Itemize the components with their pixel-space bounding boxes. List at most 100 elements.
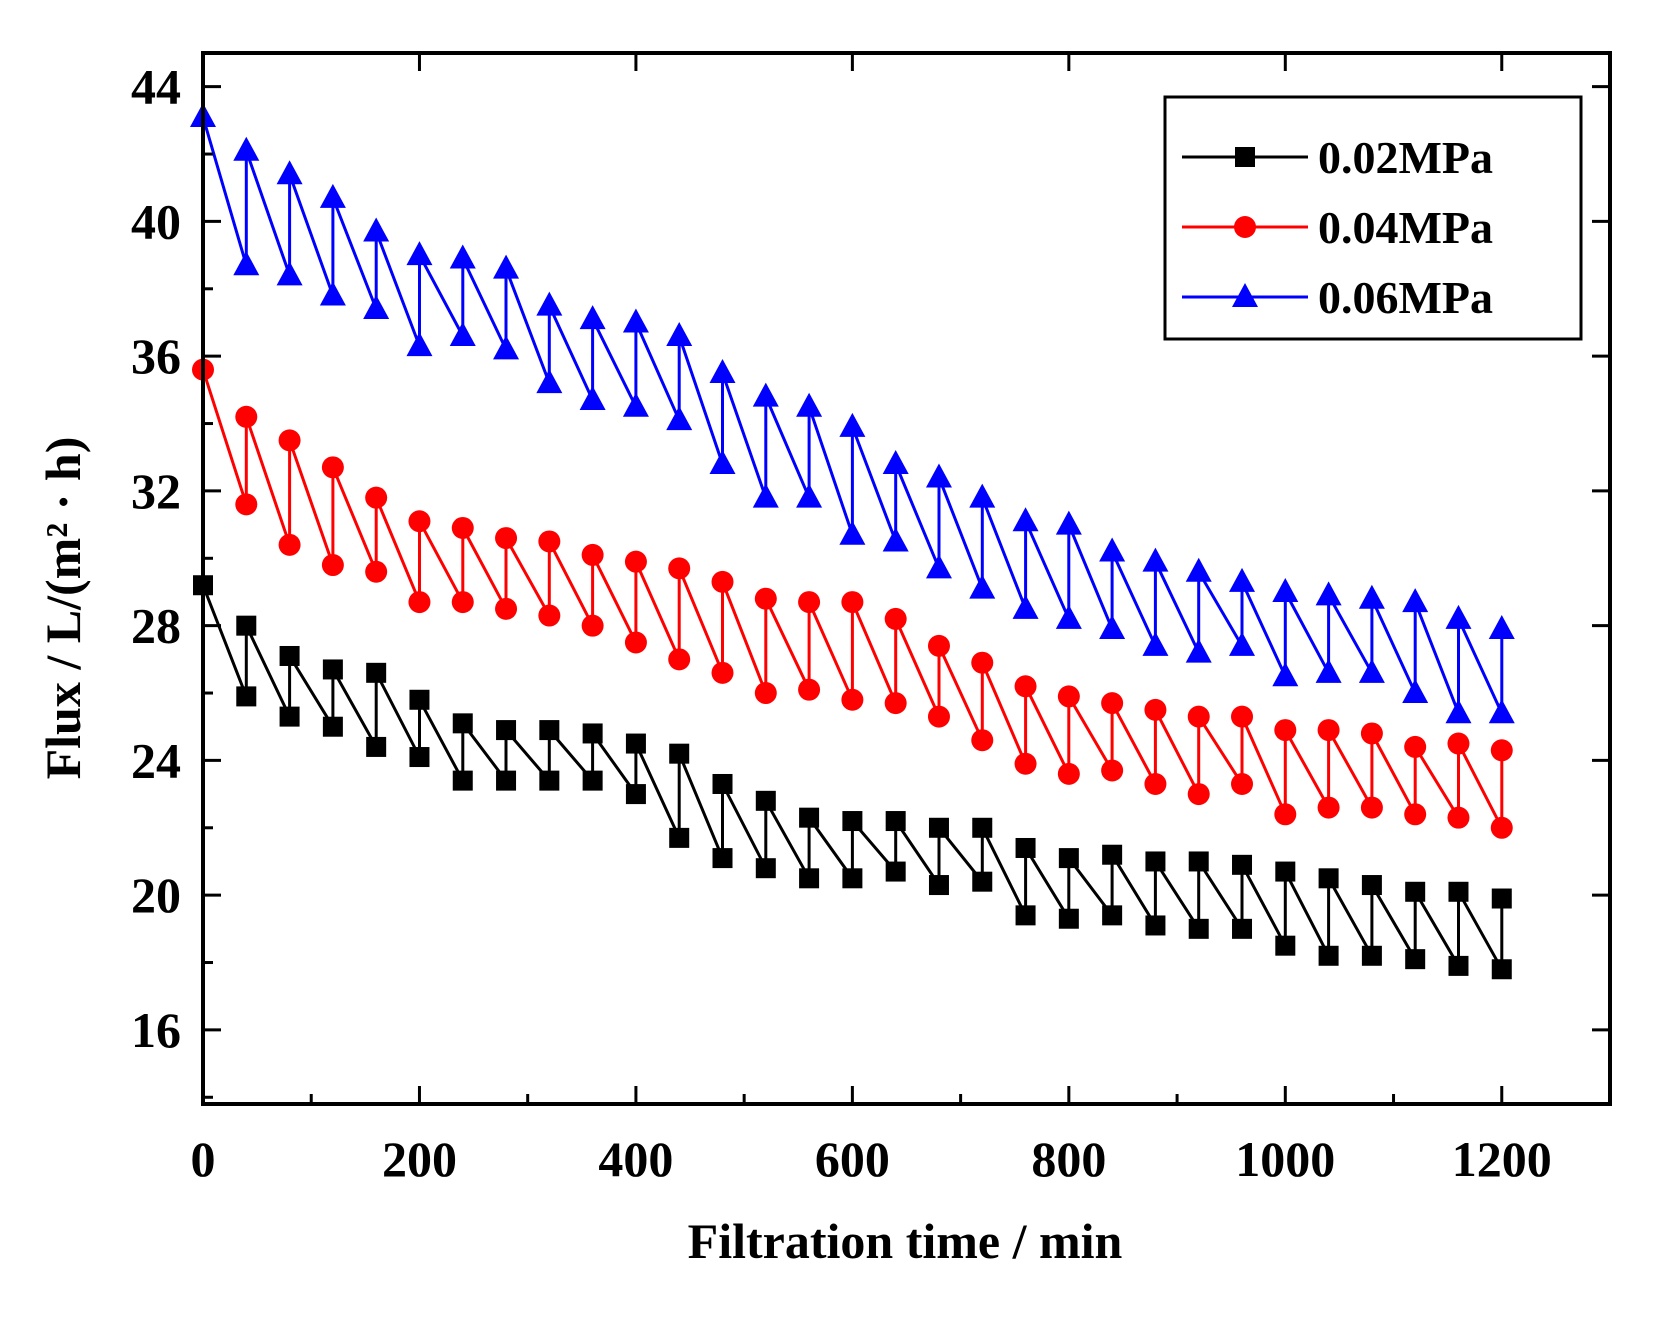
- data-point: [754, 587, 777, 610]
- data-point: [1402, 588, 1429, 613]
- data-point: [236, 686, 257, 707]
- data-point: [1318, 868, 1339, 889]
- data-point: [1142, 547, 1169, 572]
- y-axis-title: Flux / L/(m² · h): [35, 437, 91, 780]
- data-point: [1188, 918, 1209, 939]
- legend-label: 0.04MPa: [1318, 202, 1493, 253]
- data-point: [278, 429, 301, 452]
- data-point: [409, 689, 430, 710]
- legend-marker: [1232, 283, 1258, 307]
- data-point: [322, 716, 343, 737]
- data-point: [668, 557, 691, 580]
- data-point: [1315, 658, 1342, 683]
- data-point: [666, 406, 693, 431]
- data-point: [752, 382, 779, 407]
- data-point: [449, 321, 476, 346]
- data-point: [1229, 631, 1256, 656]
- y-tick-label: 20: [131, 867, 181, 923]
- data-point: [451, 591, 474, 614]
- x-tick-label: 1200: [1452, 1131, 1552, 1187]
- data-point: [276, 160, 303, 185]
- data-point: [1099, 537, 1126, 562]
- data-point: [622, 308, 649, 333]
- data-point: [885, 811, 906, 832]
- data-point: [1055, 510, 1082, 535]
- data-point: [1315, 581, 1342, 606]
- legend-box: [1163, 95, 1583, 341]
- data-point: [1275, 861, 1296, 882]
- data-point: [712, 848, 733, 869]
- data-point: [669, 743, 690, 764]
- data-point: [495, 527, 518, 550]
- data-point: [1448, 881, 1469, 902]
- data-point: [406, 241, 433, 266]
- data-point: [1404, 735, 1427, 758]
- y-tick-label: 24: [131, 732, 181, 788]
- data-point: [1317, 796, 1340, 819]
- data-point: [579, 385, 606, 410]
- data-point: [666, 321, 693, 346]
- x-tick-label: 600: [815, 1131, 890, 1187]
- data-point: [625, 733, 646, 754]
- data-point: [1445, 699, 1472, 724]
- data-point: [496, 770, 517, 791]
- data-point: [622, 392, 649, 417]
- data-point: [799, 868, 820, 889]
- data-point: [1360, 722, 1383, 745]
- data-point: [882, 527, 909, 552]
- data-point: [1144, 698, 1167, 721]
- data-point: [233, 251, 260, 276]
- data-point: [1101, 692, 1124, 715]
- data-point: [1405, 881, 1426, 902]
- legend-label: 0.02MPa: [1318, 132, 1493, 183]
- data-point: [1144, 772, 1167, 795]
- data-point: [971, 651, 994, 674]
- data-point: [669, 827, 690, 848]
- data-point: [1232, 918, 1253, 939]
- data-point: [1101, 759, 1124, 782]
- data-point: [1012, 594, 1039, 619]
- data-point: [972, 817, 993, 838]
- data-point: [1448, 955, 1469, 976]
- data-point: [236, 615, 257, 636]
- data-point: [1231, 705, 1254, 728]
- data-point: [1058, 848, 1079, 869]
- data-point: [1058, 908, 1079, 929]
- data-point: [796, 392, 823, 417]
- data-point: [1318, 945, 1339, 966]
- data-point: [579, 305, 606, 330]
- data-point: [971, 729, 994, 752]
- data-point: [321, 456, 344, 479]
- data-point: [1275, 935, 1296, 956]
- y-tick-label: 44: [131, 59, 181, 115]
- data-point: [927, 705, 950, 728]
- data-point: [712, 773, 733, 794]
- data-point: [582, 723, 603, 744]
- data-point: [884, 692, 907, 715]
- x-axis-title: Filtration time / min: [688, 1213, 1123, 1269]
- data-point: [496, 720, 517, 741]
- data-point: [366, 662, 387, 683]
- data-point: [1274, 803, 1297, 826]
- data-point: [493, 335, 520, 360]
- y-tick-label: 28: [131, 598, 181, 654]
- data-point: [1145, 851, 1166, 872]
- data-point: [581, 543, 604, 566]
- data-point: [755, 790, 776, 811]
- data-point: [1231, 772, 1254, 795]
- data-point: [1185, 557, 1212, 582]
- plot-layer: [190, 103, 1515, 980]
- data-point: [1402, 679, 1429, 704]
- data-point: [319, 183, 346, 208]
- data-point: [1272, 662, 1299, 687]
- data-point: [925, 554, 952, 579]
- data-point: [539, 770, 560, 791]
- data-point: [1447, 732, 1470, 755]
- data-point: [365, 486, 388, 509]
- data-point: [363, 217, 390, 242]
- data-point: [1099, 615, 1126, 640]
- data-point: [755, 858, 776, 879]
- data-point: [1358, 658, 1385, 683]
- data-point: [1358, 584, 1385, 609]
